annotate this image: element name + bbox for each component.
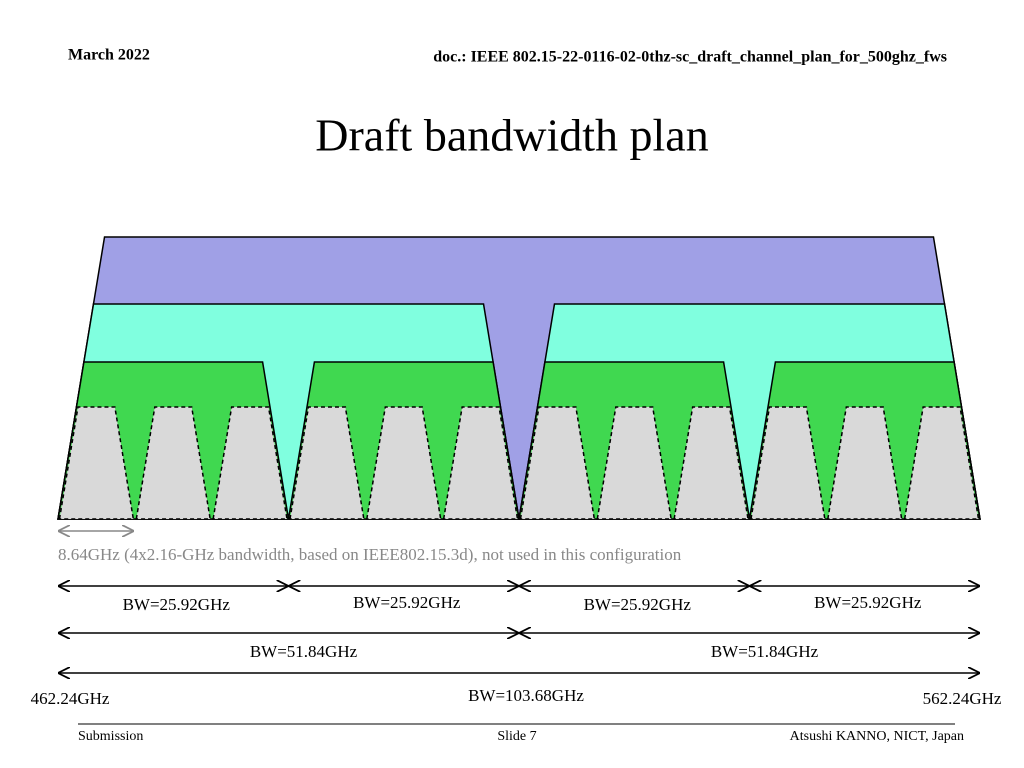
bw-label: BW=103.68GHz [468,686,584,705]
channel-8 [519,406,596,520]
channel-8 [58,406,135,520]
title: Draft bandwidth plan [315,110,708,161]
bw-label: BW=25.92GHz [584,595,692,614]
footer-left: Submission [78,729,143,744]
channel-8 [826,406,903,520]
footer-center: Slide 7 [497,729,536,744]
freq-start: 462.24GHz [31,689,110,708]
bw-label: BW=25.92GHz [814,593,922,612]
freq-end: 562.24GHz [923,689,1002,708]
channel-8 [289,406,365,520]
date: March 2022 [68,47,150,64]
bw-label: BW=51.84GHz [250,642,358,661]
bw-label: BW=25.92GHz [123,595,231,614]
doc-id: doc.: IEEE 802.15-22-0116-02-0thz-sc_dra… [433,49,947,66]
channel-8 [673,406,749,520]
channel-8 [365,406,442,520]
channel-8 [903,406,980,520]
note: 8.64GHz (4x2.16-GHz bandwidth, based on … [58,545,682,564]
channel-diagram [57,236,981,520]
bw-label: BW=51.84GHz [711,642,819,661]
channel-8 [442,406,519,520]
arrows: BW=25.92GHz BW=25.92GHz BW=25.92GHz BW=25.9… [58,586,980,705]
footer-right: Atsushi KANNO, NICT, Japan [790,729,964,744]
channel-8 [212,406,288,520]
channel-8 [596,406,673,520]
bw-label: BW=25.92GHz [353,593,461,612]
channel-8 [750,406,826,520]
channel-8 [135,406,212,520]
